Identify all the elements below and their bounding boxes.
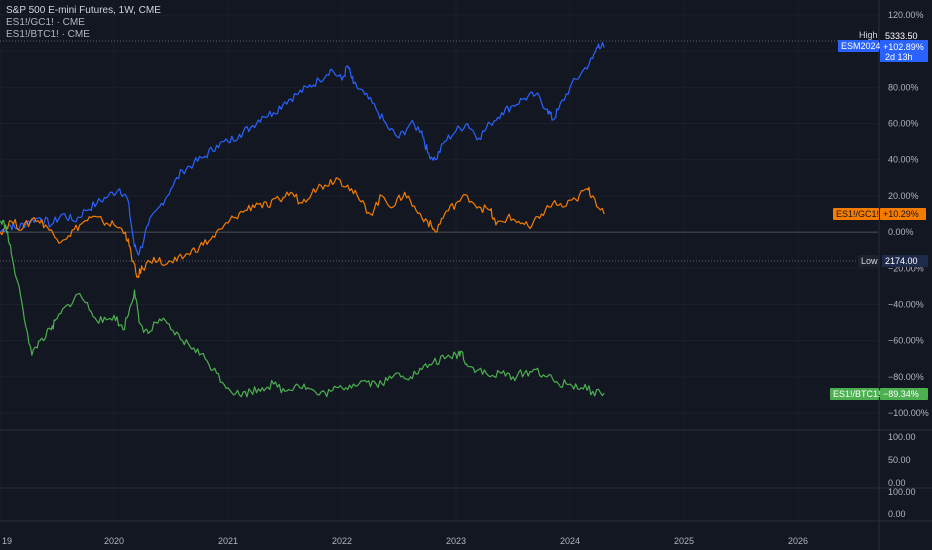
btc-symbol-tag-bg xyxy=(830,388,879,400)
grid-lines xyxy=(0,40,878,262)
gc-symbol-tag: ES1!/GC1! xyxy=(836,209,879,219)
time-axis[interactable]: 19 2020 2021 2022 2023 2024 2025 2026 xyxy=(2,536,808,546)
y-tick-label: 40.00% xyxy=(888,155,919,165)
price-axis[interactable]: 120.00%100.00%80.00%60.00%40.00%20.00%0.… xyxy=(888,10,929,519)
y-tick-label: −40.00% xyxy=(888,299,924,309)
low-value-bg xyxy=(882,255,928,267)
btc-symbol-tag: ES1!/BTC1! xyxy=(833,389,881,399)
gc-value-bg xyxy=(880,208,926,220)
x-tick-label: 2020 xyxy=(104,536,124,546)
low-label: Low xyxy=(861,256,878,266)
x-tick-label: 2025 xyxy=(674,536,694,546)
y-tick-label: 60.00% xyxy=(888,119,919,129)
series-es xyxy=(0,41,605,256)
legend-compare-btc[interactable]: ES1!/BTC1! · CME xyxy=(6,29,90,40)
pane3-tick-label: 0.00 xyxy=(888,509,906,519)
x-tick-label: 2022 xyxy=(332,536,352,546)
pane2-tick-label: 0.00 xyxy=(888,478,906,488)
high-value-bg xyxy=(882,29,930,42)
y-tick-label: −60.00% xyxy=(888,336,924,346)
high-value: 5333.50 xyxy=(885,31,918,41)
y-tick-label: 120.00% xyxy=(888,10,924,20)
chart-legend: S&P 500 E-mini Futures, 1W, CME ES1!/GC1… xyxy=(6,5,161,41)
btc-value: −89.34% xyxy=(883,389,919,399)
y-tick-label: −20.00% xyxy=(888,263,924,273)
series-lines xyxy=(0,41,605,398)
low-label-bg xyxy=(858,255,880,267)
high-label: High xyxy=(859,30,878,40)
low-value: 2174.00 xyxy=(885,256,918,266)
legend-compare-gc[interactable]: ES1!/GC1! · CME xyxy=(6,17,85,28)
y-tick-label: −80.00% xyxy=(888,372,924,382)
es-symbol-tag-bg xyxy=(838,40,879,52)
x-tick-label: 2021 xyxy=(218,536,238,546)
price-markers: High 5333.50 ESM2024 +102.89%2d 13h ES1!/GC1… xyxy=(830,29,930,400)
es-value-box xyxy=(880,40,928,62)
pane3-tick-label: 100.00 xyxy=(888,487,916,497)
es-value: +102.89% xyxy=(883,42,924,52)
pane2-tick-label: 100.00 xyxy=(888,432,916,442)
y-tick-label: −100.00% xyxy=(888,408,929,418)
gc-symbol-tag-bg xyxy=(833,208,879,220)
series-es-gc xyxy=(0,177,605,279)
legend-main-symbol[interactable]: S&P 500 E-mini Futures, 1W, CME xyxy=(6,5,161,16)
btc-value-bg xyxy=(880,388,928,400)
gc-value: +10.29% xyxy=(883,209,919,219)
es-countdown: 2d 13h xyxy=(885,52,913,62)
pane2-tick-label: 50.00 xyxy=(888,455,911,465)
x-tick-label: 2026 xyxy=(788,536,808,546)
y-tick-label: 0.00% xyxy=(888,227,914,237)
x-tick-label: 2023 xyxy=(446,536,466,546)
es-symbol-tag: ESM2024 xyxy=(841,41,881,51)
x-tick-label: 19 xyxy=(2,536,12,546)
y-tick-label: 80.00% xyxy=(888,82,919,92)
x-tick-label: 2024 xyxy=(560,536,580,546)
series-es-btc xyxy=(0,219,605,398)
y-tick-label: 20.00% xyxy=(888,191,919,201)
